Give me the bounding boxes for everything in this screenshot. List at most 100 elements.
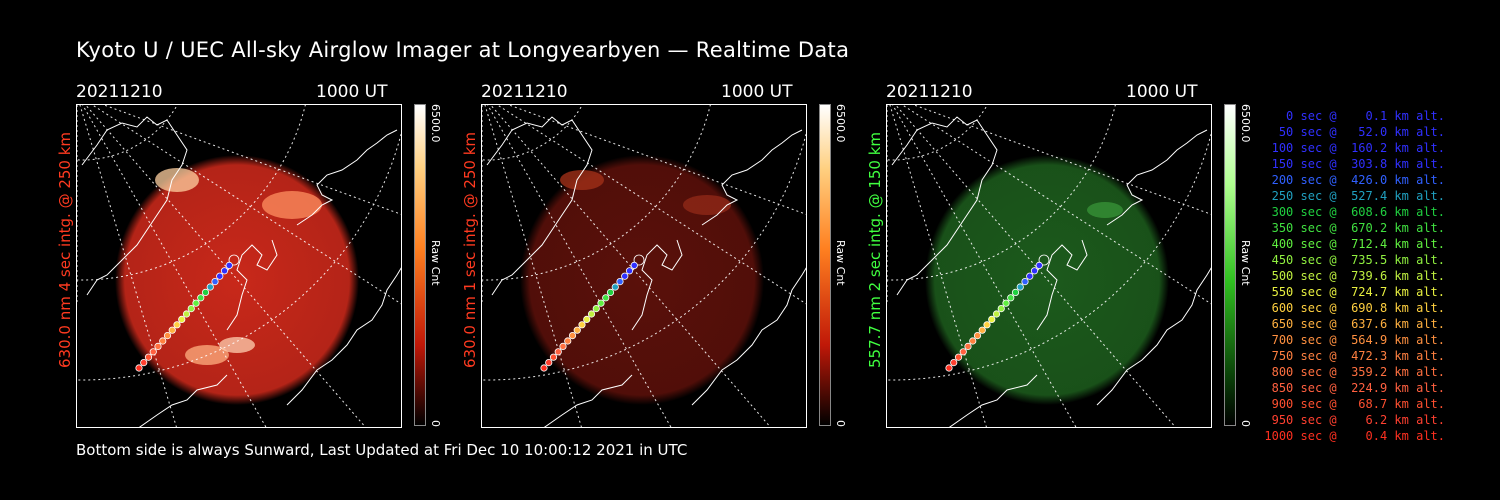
legend-row: 400 sec @ 712.4 km alt. bbox=[1264, 237, 1445, 251]
legend-row: 550 sec @ 724.7 km alt. bbox=[1264, 285, 1445, 299]
trajectory bbox=[135, 254, 240, 372]
trajectory-point bbox=[625, 267, 634, 275]
aurora-patch bbox=[262, 191, 322, 219]
allsky-disk bbox=[115, 155, 359, 405]
trajectory-point bbox=[969, 337, 977, 345]
trajectory-legend: 0 sec @ 0.1 km alt. 50 sec @ 52.0 km alt… bbox=[1240, 108, 1445, 444]
trajectory-point bbox=[163, 332, 172, 340]
legend-row: 950 sec @ 6.2 km alt. bbox=[1264, 413, 1445, 427]
trajectory-point bbox=[959, 348, 967, 356]
panel-1-time: 1000 UT bbox=[316, 82, 388, 102]
trajectory-point bbox=[1038, 254, 1050, 266]
trajectory-point bbox=[988, 315, 996, 323]
legend-row: 250 sec @ 527.4 km alt. bbox=[1264, 189, 1445, 203]
trajectory-point bbox=[1007, 294, 1015, 302]
trajectory-point bbox=[992, 310, 1001, 318]
panel-1-ylabel: 630.0 nm 4 sec intg. @ 250 km bbox=[56, 131, 74, 368]
trajectory-point bbox=[583, 315, 591, 323]
legend-row: 350 sec @ 670.2 km alt. bbox=[1264, 221, 1445, 235]
trajectory-point bbox=[197, 294, 205, 302]
trajectory-point bbox=[559, 342, 567, 350]
trajectory-point bbox=[225, 261, 233, 269]
panel-3-colorbar bbox=[1224, 104, 1236, 426]
aurora-patch bbox=[155, 168, 199, 192]
trajectory-point bbox=[149, 348, 157, 356]
trajectory-point bbox=[633, 254, 645, 266]
trajectory-point bbox=[606, 288, 615, 296]
trajectory-point bbox=[950, 359, 958, 367]
trajectory-point bbox=[140, 359, 148, 367]
legend-row: 900 sec @ 68.7 km alt. bbox=[1264, 397, 1445, 411]
panel-2-colorbar bbox=[819, 104, 831, 426]
panel-2-time: 1000 UT bbox=[721, 82, 793, 102]
legend-row: 150 sec @ 303.8 km alt. bbox=[1264, 157, 1445, 171]
panel-2-unit: Raw Cnt bbox=[834, 240, 847, 286]
trajectory-point bbox=[616, 278, 624, 286]
trajectory-point bbox=[973, 332, 982, 340]
legend-row: 200 sec @ 426.0 km alt. bbox=[1264, 173, 1445, 187]
coastline bbox=[81, 116, 401, 427]
trajectory-point bbox=[545, 359, 553, 367]
trajectory-point bbox=[1011, 288, 1020, 296]
trajectory-point bbox=[1016, 283, 1024, 291]
trajectory-point bbox=[573, 326, 581, 334]
trajectory-point bbox=[192, 299, 200, 307]
trajectory-point bbox=[216, 272, 224, 280]
allsky-disk bbox=[925, 155, 1169, 405]
trajectory-point bbox=[228, 254, 240, 266]
trajectory-point bbox=[1026, 272, 1034, 280]
legend-row: 700 sec @ 564.9 km alt. bbox=[1264, 333, 1445, 347]
trajectory-point bbox=[211, 278, 219, 286]
panel-1-image[interactable] bbox=[76, 104, 402, 428]
legend-row: 50 sec @ 52.0 km alt. bbox=[1264, 125, 1445, 139]
panel-3-image[interactable] bbox=[886, 104, 1212, 428]
legend-row: 0 sec @ 0.1 km alt. bbox=[1264, 109, 1445, 123]
panel-1-colorbar bbox=[414, 104, 426, 426]
trajectory-point bbox=[592, 305, 600, 313]
legend-row: 850 sec @ 224.9 km alt. bbox=[1264, 381, 1445, 395]
panel-1-scale-min: 0 bbox=[429, 420, 442, 427]
trajectory bbox=[945, 254, 1050, 372]
footer-status: Bottom side is always Sunward, Last Upda… bbox=[76, 441, 688, 459]
map-grid bbox=[77, 105, 401, 427]
trajectory-point bbox=[220, 267, 229, 275]
aurora-patch bbox=[219, 337, 255, 353]
trajectory-point bbox=[587, 310, 596, 318]
allsky-image bbox=[887, 105, 1211, 427]
trajectory-point bbox=[597, 299, 605, 307]
allsky-image bbox=[482, 105, 806, 427]
panel-3-date: 20211210 bbox=[886, 82, 973, 102]
trajectory-point bbox=[1035, 261, 1043, 269]
trajectory-point bbox=[621, 272, 629, 280]
allsky-disk bbox=[520, 155, 764, 405]
panel-1-scale-max: 6500.0 bbox=[429, 104, 442, 143]
trajectory-point bbox=[201, 288, 210, 296]
aurora-patch bbox=[1087, 202, 1123, 218]
panel-2-image[interactable] bbox=[481, 104, 807, 428]
trajectory-point bbox=[159, 337, 167, 345]
legend-row: 300 sec @ 608.6 km alt. bbox=[1264, 205, 1445, 219]
trajectory-point bbox=[964, 342, 972, 350]
trajectory-point bbox=[1030, 267, 1039, 275]
trajectory-point bbox=[144, 353, 153, 361]
coastline bbox=[891, 116, 1211, 427]
trajectory-point bbox=[983, 321, 991, 329]
panel-3-time: 1000 UT bbox=[1126, 82, 1198, 102]
trajectory-point bbox=[611, 283, 619, 291]
panel-2-date: 20211210 bbox=[481, 82, 568, 102]
trajectory-point bbox=[549, 353, 558, 361]
trajectory-point bbox=[1002, 299, 1010, 307]
panel-1-unit: Raw Cnt bbox=[429, 240, 442, 286]
trajectory-point bbox=[540, 364, 548, 372]
panel-1-date: 20211210 bbox=[76, 82, 163, 102]
legend-row: 750 sec @ 472.3 km alt. bbox=[1264, 349, 1445, 363]
trajectory bbox=[540, 254, 645, 372]
trajectory-point bbox=[173, 321, 181, 329]
legend-row: 650 sec @ 637.6 km alt. bbox=[1264, 317, 1445, 331]
aurora-patch bbox=[683, 195, 731, 215]
page-title: Kyoto U / UEC All-sky Airglow Imager at … bbox=[76, 38, 850, 62]
trajectory-point bbox=[168, 326, 176, 334]
trajectory-point bbox=[1021, 278, 1029, 286]
panel-2-scale-max: 6500.0 bbox=[834, 104, 847, 143]
trajectory-point bbox=[178, 315, 186, 323]
